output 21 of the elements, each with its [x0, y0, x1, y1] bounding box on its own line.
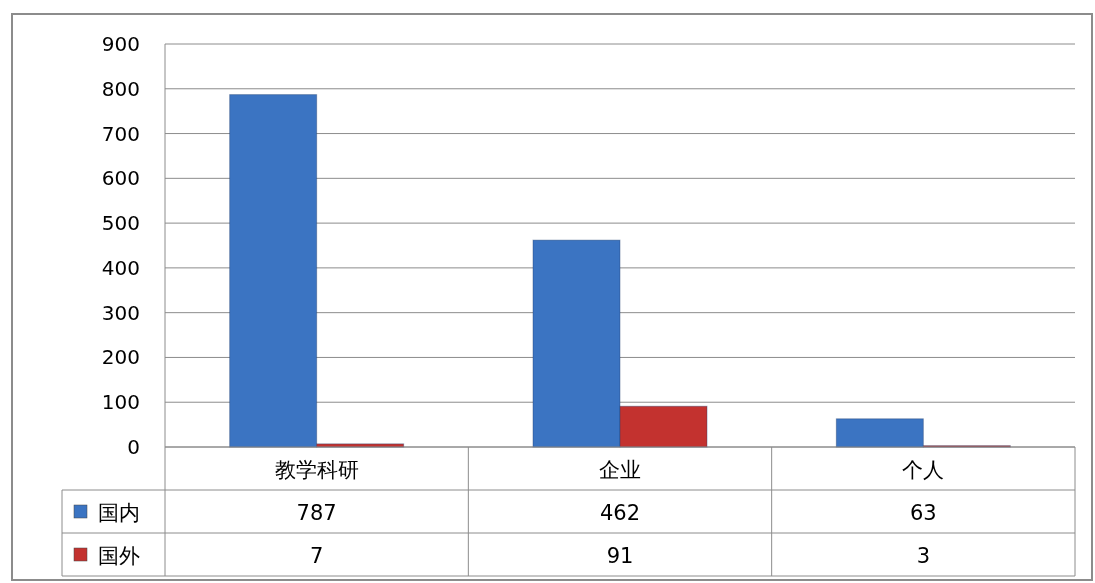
data-label: 91 — [606, 544, 634, 568]
legend-label: 国内 — [98, 501, 140, 525]
y-tick-label: 300 — [101, 300, 140, 325]
y-tick-label: 600 — [101, 166, 140, 191]
y-tick-label: 800 — [101, 76, 140, 101]
y-tick-label: 100 — [101, 390, 140, 415]
y-tick-label: 700 — [101, 121, 140, 146]
y-tick-label: 500 — [101, 211, 140, 236]
y-tick-label: 200 — [101, 345, 140, 370]
x-tick-label: 教学科研 — [274, 458, 359, 482]
data-label: 63 — [909, 501, 937, 525]
legend-label: 国外 — [98, 544, 140, 568]
data-label: 462 — [599, 501, 641, 525]
data-label: 7 — [309, 544, 324, 568]
y-tick-label: 0 — [127, 435, 140, 459]
y-tick-label: 900 — [101, 32, 140, 56]
x-tick-label: 个人 — [902, 458, 945, 482]
data-label: 787 — [296, 501, 337, 525]
y-tick-label: 400 — [101, 255, 140, 280]
data-label: 3 — [916, 544, 931, 568]
x-tick-label: 企业 — [599, 458, 641, 482]
